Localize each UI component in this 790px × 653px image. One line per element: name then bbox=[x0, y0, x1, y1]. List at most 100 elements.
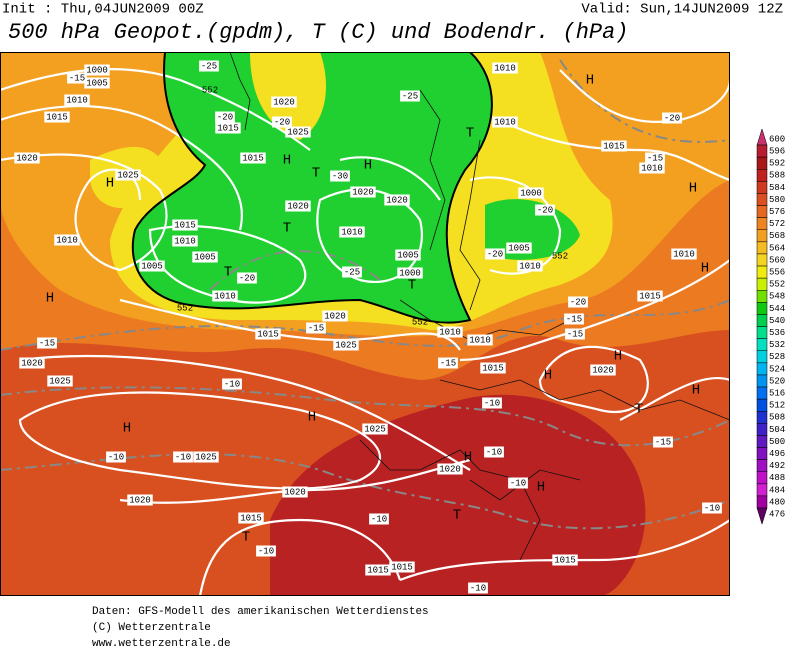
contour-label: 1020 bbox=[16, 153, 38, 163]
scale-label: 528 bbox=[769, 352, 785, 362]
label-box bbox=[115, 169, 141, 181]
scale-label: 512 bbox=[769, 401, 785, 411]
scale-swatch bbox=[756, 338, 768, 351]
label-box bbox=[480, 362, 506, 374]
label-box bbox=[468, 582, 488, 594]
label-box bbox=[350, 186, 376, 198]
contour-label: 1025 bbox=[49, 376, 71, 386]
label-box bbox=[485, 248, 505, 260]
scale-label: 600 bbox=[769, 134, 785, 144]
contour-label: -15 bbox=[69, 73, 85, 83]
pressure-center: T bbox=[224, 265, 232, 281]
label-box bbox=[400, 90, 420, 102]
label-box bbox=[671, 248, 697, 260]
contour-label: -20 bbox=[537, 205, 553, 215]
pressure-center: H bbox=[689, 181, 697, 197]
label-box bbox=[212, 290, 238, 302]
contour-label: -20 bbox=[217, 112, 233, 122]
contour-label: 1000 bbox=[520, 188, 542, 198]
color-scale: 600 596 592 588 584 580 576 572 568 564 560 556 552 5… bbox=[756, 128, 785, 525]
label-box bbox=[482, 397, 502, 409]
label-box bbox=[19, 357, 45, 369]
contour-label: 1015 bbox=[482, 363, 504, 373]
scale-swatch bbox=[756, 265, 768, 279]
label-box bbox=[492, 62, 518, 74]
scale-label: 536 bbox=[769, 328, 785, 338]
scale-swatch bbox=[756, 471, 768, 485]
contour-label: 1020 bbox=[129, 495, 151, 505]
scale-label: 556 bbox=[769, 267, 785, 277]
pressure-center: H bbox=[692, 383, 700, 399]
contour-label: 1015 bbox=[174, 220, 196, 230]
label-box bbox=[106, 451, 126, 463]
contour-label: 1020 bbox=[273, 97, 295, 107]
contour-label: -15 bbox=[440, 358, 456, 368]
map-labels: HH HHHHHHHHHHHHTTTTTTTT100010051010101510… bbox=[14, 60, 722, 594]
label-box bbox=[237, 272, 257, 284]
contour-label: 1010 bbox=[341, 227, 363, 237]
pressure-center: T bbox=[242, 530, 250, 546]
contour-label: 1020 bbox=[386, 195, 408, 205]
pressure-center: H bbox=[46, 291, 54, 307]
scale-swatch bbox=[756, 459, 768, 472]
scale-swatch bbox=[756, 205, 768, 218]
scale-label: 580 bbox=[769, 195, 785, 205]
label-box bbox=[67, 72, 87, 84]
contour-label: 1015 bbox=[367, 565, 389, 575]
contour-label: -20 bbox=[239, 273, 255, 283]
label-box bbox=[395, 249, 421, 261]
map: HH HHHHHHHHHHHHTTTTTTTT100010051010101510… bbox=[0, 52, 730, 596]
contour-label: 1010 bbox=[641, 163, 663, 173]
label-box bbox=[365, 564, 391, 576]
label-box bbox=[47, 375, 73, 387]
scale-swatch bbox=[756, 483, 768, 497]
scale-swatch bbox=[756, 302, 768, 315]
scale-label: 496 bbox=[769, 449, 785, 459]
pressure-center: H bbox=[614, 349, 622, 365]
label-box bbox=[139, 260, 165, 272]
label-box bbox=[127, 494, 153, 506]
contour-label: 1025 bbox=[364, 424, 386, 434]
scale-label: 492 bbox=[769, 461, 785, 471]
label-box bbox=[44, 111, 70, 123]
scale-swatch bbox=[756, 217, 768, 230]
label-box bbox=[285, 126, 311, 138]
contour-label: -15 bbox=[39, 338, 55, 348]
contour-label: -20 bbox=[570, 297, 586, 307]
label-box bbox=[271, 96, 297, 108]
label-box bbox=[222, 378, 242, 390]
pressure-center: H bbox=[701, 261, 709, 277]
contour-label: -10 bbox=[704, 503, 720, 513]
contour-label: -20 bbox=[274, 117, 290, 127]
contour-label: 1020 bbox=[352, 187, 374, 197]
contour-label: -15 bbox=[308, 323, 324, 333]
label-box bbox=[362, 423, 388, 435]
label-box bbox=[84, 64, 110, 76]
label-box bbox=[437, 463, 463, 475]
contour-label: -25 bbox=[201, 61, 217, 71]
scale-swatch bbox=[756, 277, 768, 291]
scale-label: 516 bbox=[769, 388, 785, 398]
pressure-center: H bbox=[106, 176, 114, 192]
label-box bbox=[285, 200, 311, 212]
scale-label: 548 bbox=[769, 292, 785, 302]
label-box bbox=[84, 77, 110, 89]
scale-label: 504 bbox=[769, 425, 785, 435]
contour-label: 1010 bbox=[673, 249, 695, 259]
pressure-center: T bbox=[408, 278, 416, 294]
scale-label: 540 bbox=[769, 316, 785, 326]
contour-label: -10 bbox=[258, 546, 274, 556]
label-box bbox=[369, 513, 389, 525]
label-box bbox=[322, 310, 348, 322]
pressure-center: H bbox=[364, 158, 372, 174]
contour-label: 1005 bbox=[141, 261, 163, 271]
scale-label: 576 bbox=[769, 207, 785, 217]
pressure-center: T bbox=[312, 166, 320, 182]
scale-swatch bbox=[756, 386, 768, 400]
valid-time: Valid: Sun,14JUN2009 12Z bbox=[581, 2, 783, 18]
scale-swatch bbox=[756, 144, 768, 158]
scale-swatch bbox=[756, 326, 768, 339]
label-box bbox=[333, 339, 359, 351]
scale-label: 560 bbox=[769, 255, 785, 265]
contour-label: 1025 bbox=[335, 340, 357, 350]
